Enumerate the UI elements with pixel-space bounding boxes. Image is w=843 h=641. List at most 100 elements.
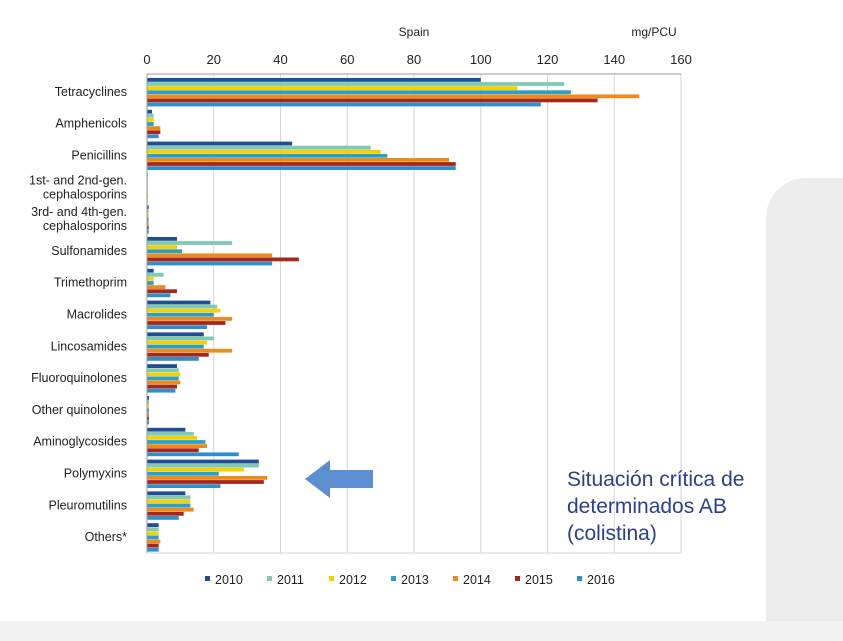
- bar: [147, 420, 150, 425]
- category-label: Pleuromutilins: [48, 498, 127, 512]
- bar: [147, 467, 244, 472]
- bar: [147, 444, 208, 448]
- callout-text: Situación crítica de determinados AB (co…: [567, 466, 817, 547]
- bar: [147, 427, 186, 432]
- bar: [147, 312, 214, 317]
- legend-label: 2013: [401, 573, 429, 587]
- bar: [147, 543, 159, 548]
- bar: [147, 261, 273, 266]
- bar: [147, 141, 293, 146]
- bar: [147, 245, 178, 249]
- bar: [147, 86, 518, 90]
- legend-swatch: [391, 576, 396, 581]
- legend-label: 2015: [525, 573, 553, 587]
- bar: [147, 317, 233, 321]
- bar: [147, 325, 208, 329]
- bar: [147, 257, 299, 262]
- bar: [147, 380, 181, 385]
- bar: [147, 321, 226, 325]
- bar: [147, 357, 199, 361]
- bar: [147, 476, 268, 480]
- category-label: 1st- and 2nd-gen. cephalosporins: [29, 173, 127, 201]
- category-labels: Tetracyclines Amphenicols Penicillins 1st- …: [29, 85, 127, 544]
- bar: [147, 523, 159, 527]
- legend-label: 2012: [339, 573, 367, 587]
- bar: [147, 109, 153, 114]
- bar: [147, 400, 150, 404]
- bar: [147, 364, 178, 368]
- x-tick-label: 40: [273, 52, 287, 67]
- bar: [147, 531, 159, 536]
- bar: [147, 499, 191, 504]
- chart-title: Spain: [399, 25, 430, 39]
- bar: [147, 158, 450, 162]
- bottom-strip: [0, 621, 843, 641]
- bar: [147, 293, 171, 298]
- bar: [147, 153, 388, 158]
- bar: [147, 404, 150, 408]
- bar: [147, 440, 206, 444]
- bar: [147, 388, 176, 393]
- bar: [147, 281, 154, 285]
- bar: [147, 237, 178, 241]
- x-tick-label: 120: [537, 52, 559, 67]
- x-tick-label: 140: [603, 52, 625, 67]
- legend-swatch: [453, 576, 458, 581]
- bar: [147, 241, 233, 245]
- bar: [147, 268, 154, 273]
- bar: [147, 217, 149, 222]
- bar: [147, 511, 184, 516]
- bar: [147, 122, 154, 126]
- bar: [147, 308, 221, 313]
- bar: [147, 118, 154, 122]
- bar: [147, 344, 204, 349]
- chart-unit-label: mg/PCU: [631, 25, 676, 39]
- category-label: Macrolides: [67, 308, 127, 322]
- category-label: Aminoglycosides: [33, 435, 127, 449]
- bar: [147, 431, 194, 436]
- x-tick-label: 100: [470, 52, 492, 67]
- callout-line-2: determinados AB: [567, 495, 727, 518]
- bar: [147, 336, 214, 341]
- bar: [147, 78, 481, 82]
- bar: [147, 448, 199, 453]
- chart-axis: 0 20 40 60 80 100 120 140 160: [143, 52, 692, 554]
- legend-swatch: [577, 576, 582, 581]
- bar: [147, 205, 149, 209]
- category-label: Polymyxins: [64, 467, 127, 481]
- category-label: Other quinolones: [32, 403, 127, 417]
- bar: [147, 412, 150, 417]
- bar: [147, 285, 166, 289]
- bar: [147, 547, 159, 552]
- bar: [147, 484, 221, 488]
- bar: [147, 213, 149, 218]
- bar: [147, 348, 233, 353]
- x-tick-label: 80: [407, 52, 421, 67]
- category-label: Tetracyclines: [55, 85, 127, 99]
- bar: [147, 396, 150, 400]
- bar: [147, 384, 178, 389]
- legend-swatch: [515, 576, 520, 581]
- bar: [147, 416, 150, 421]
- bar: [147, 516, 179, 520]
- bar: [147, 452, 239, 457]
- bar: [147, 471, 219, 476]
- bar: [147, 408, 150, 413]
- bar: [147, 491, 186, 496]
- category-label: Lincosamides: [51, 339, 127, 353]
- x-tick-label: 60: [340, 52, 354, 67]
- bar: [147, 503, 191, 508]
- bar: [147, 495, 191, 500]
- bar: [147, 277, 154, 281]
- bar: [147, 352, 209, 357]
- bar: [147, 527, 159, 532]
- legend-label: 2014: [463, 573, 491, 587]
- legend-swatch: [329, 576, 334, 581]
- bar: [147, 145, 371, 150]
- bar: [147, 82, 565, 86]
- callout-line-1: Situación crítica de: [567, 468, 745, 491]
- bar: [147, 126, 161, 130]
- bar: [147, 332, 204, 337]
- bar: [147, 539, 161, 544]
- bar: [147, 272, 164, 277]
